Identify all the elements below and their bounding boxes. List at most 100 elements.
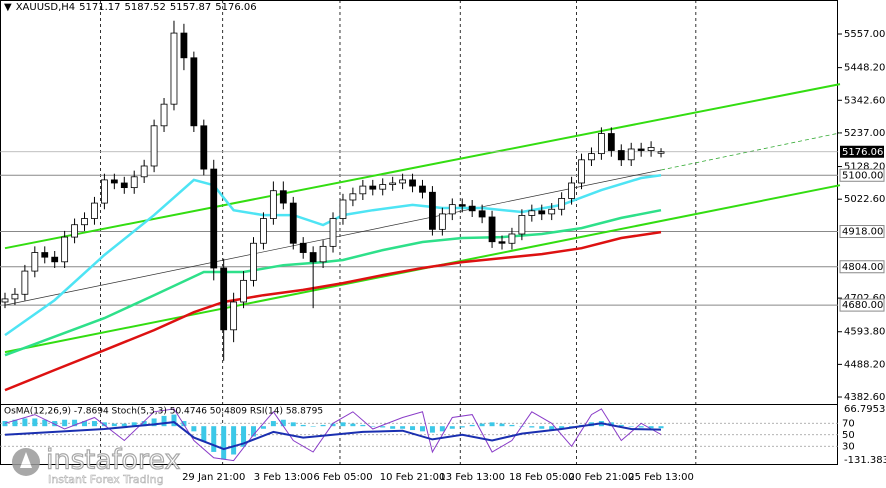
level-label-box [839, 298, 885, 312]
candle-body [11, 293, 19, 300]
candle-body [359, 185, 367, 195]
y-tick-label: 5557.00 [844, 29, 885, 40]
y-tick-label: 5342.60 [844, 95, 885, 106]
candle-body [180, 32, 188, 59]
candle-body [269, 190, 277, 219]
stoch-line [4, 408, 662, 462]
candle-body [289, 202, 297, 244]
last-open: 5171.17 [79, 2, 121, 13]
level-label-box [839, 260, 885, 274]
osma-bar [300, 424, 306, 427]
x-tick-label: 13 Feb 13:00 [439, 472, 505, 483]
osma-bar [121, 423, 127, 427]
osma-bar [400, 426, 406, 429]
candle-body [120, 182, 128, 189]
moving-average [4, 230, 662, 392]
osma-bar [529, 426, 535, 428]
candle-body [140, 165, 148, 178]
candle-body [588, 153, 595, 161]
trend-line [4, 83, 841, 250]
osma-bar [91, 421, 97, 427]
x-tick-label: 3 Feb 13:00 [254, 472, 313, 483]
y-tick-label: 5448.20 [844, 63, 885, 74]
y-tick-label: 5128.20 [844, 162, 885, 173]
candle-body [438, 213, 446, 230]
osma-bar [290, 422, 296, 427]
candle-body [130, 176, 138, 189]
candle-body [230, 301, 238, 331]
osma-bar [111, 423, 117, 427]
osma-bar [221, 426, 227, 460]
osma-bar [161, 415, 167, 427]
osma-tick-label: -131.3834 [844, 455, 886, 466]
candle-body [568, 182, 575, 199]
y-tick-label: 4593.80 [844, 327, 885, 338]
x-tick-label: 20 Feb 21:00 [569, 472, 635, 483]
watermark-brand: instaforex [46, 445, 180, 476]
osma-bar [241, 426, 247, 447]
last-high: 5187.52 [124, 2, 166, 13]
watermark-logo-mark [20, 452, 32, 468]
level-label-box [839, 225, 885, 239]
candle-body [558, 198, 566, 210]
osma-bar [32, 418, 38, 427]
osma-bar [2, 421, 8, 427]
candle-body [210, 168, 218, 269]
candle-body [21, 270, 29, 295]
candle-body [399, 179, 407, 184]
last-close: 5176.06 [215, 2, 257, 13]
candle-body [508, 233, 516, 244]
price-label: 5176.06 [842, 147, 883, 158]
osma-bar [549, 426, 555, 431]
osma-bar [489, 422, 495, 427]
x-tick-label: 10 Feb 21:00 [380, 472, 446, 483]
watermark-tagline: Instant Forex Trading [48, 473, 164, 486]
y-tick-label: 5022.60 [844, 194, 885, 205]
candle-body [299, 242, 307, 253]
osma-bar [618, 424, 624, 427]
candle-body [548, 208, 556, 215]
candle-body [150, 125, 158, 167]
candle-body [339, 199, 347, 219]
candle-body [319, 245, 327, 263]
candle-body [61, 236, 69, 263]
candle-body [220, 267, 228, 331]
moving-average [4, 208, 662, 357]
osma-bar [658, 426, 664, 429]
osma-bar [320, 424, 326, 427]
osma-bar [231, 426, 237, 455]
osma-bar [360, 424, 366, 427]
candle-body [81, 218, 88, 226]
candle-body [637, 148, 645, 151]
candle-body [598, 133, 605, 155]
osc-tick-label: 50 [842, 430, 855, 441]
osma-bar [459, 426, 465, 428]
osma-bar [380, 426, 386, 428]
candle-body [279, 190, 287, 204]
osma-bar [310, 426, 316, 427]
candle-body [260, 218, 267, 244]
osma-bar [390, 426, 396, 429]
osma-bar [72, 419, 78, 427]
candle-body [110, 179, 118, 184]
osma-bar [141, 421, 147, 427]
osma-bar [251, 426, 256, 437]
watermark: instaforex Instant Forex Trading [12, 444, 181, 486]
candle-body [607, 133, 615, 151]
osma-bar [410, 426, 416, 431]
osma-bar [151, 418, 157, 427]
candle-body [578, 159, 585, 184]
oscillator-title: OsMA(12,26,9) -7.8694 Stoch(5,3,3) 50.47… [4, 407, 323, 417]
x-tick-label: 25 Feb 13:00 [628, 472, 694, 483]
osma-bar [559, 426, 565, 429]
osma-bar [131, 422, 137, 427]
collapse-icon: ▼ [4, 2, 12, 13]
candle-body [647, 147, 655, 151]
rsi-line [4, 421, 662, 451]
candle-body [170, 32, 178, 105]
chart-header: ▼ XAUUSD,H4 5171.17 5187.52 5157.87 5176.06 [4, 2, 261, 13]
osma-bar [439, 426, 445, 432]
osma-bar [201, 426, 207, 442]
candle-body [617, 150, 625, 161]
osma-bar [499, 423, 505, 427]
